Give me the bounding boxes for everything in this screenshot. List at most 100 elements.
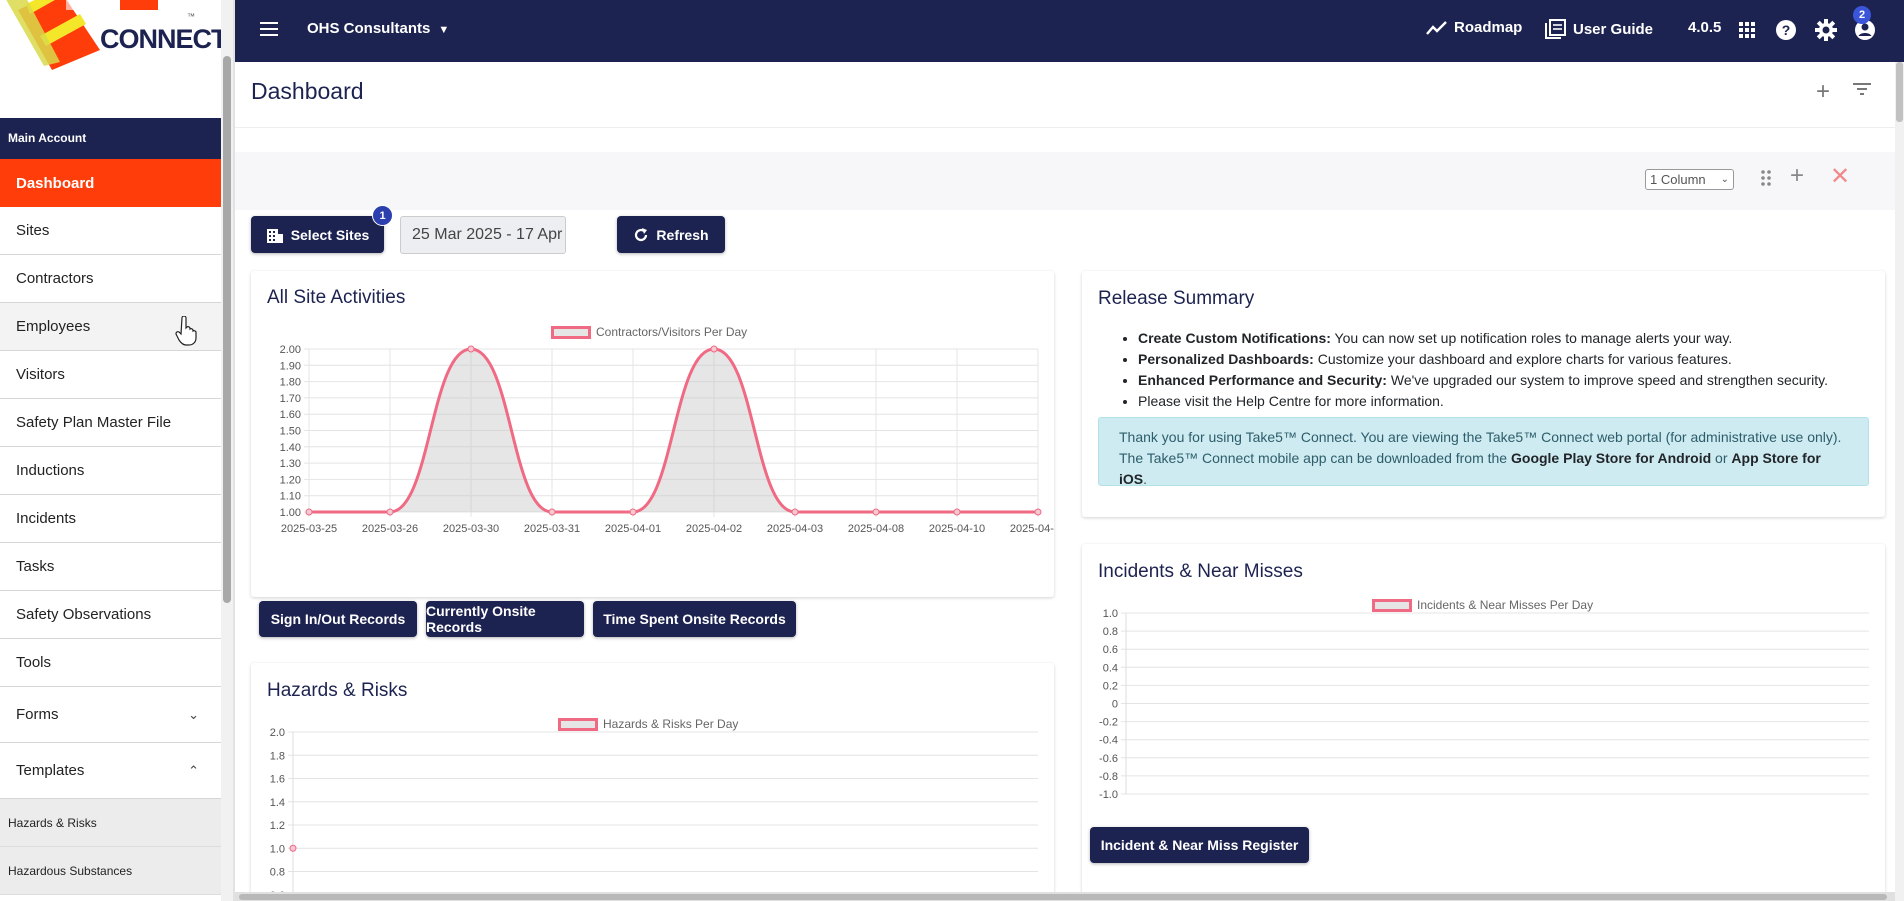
company-selector[interactable]: OHS Consultants ▼ — [307, 20, 449, 37]
drag-handle-icon[interactable] — [1760, 166, 1772, 194]
release-summary-card: Release Summary Create Custom Notificati… — [1082, 271, 1885, 517]
y-tick-label: -1.0 — [1099, 789, 1118, 801]
sidebar-divider — [233, 0, 235, 901]
company-name: OHS Consultants — [307, 20, 431, 37]
time-spent-onsite-records-button[interactable]: Time Spent Onsite Records — [593, 601, 796, 637]
y-tick-label: 1.2 — [270, 820, 285, 832]
currently-onsite-records-button[interactable]: Currently Onsite Records — [426, 601, 584, 637]
sidebar-item-forms[interactable]: Forms ⌄ — [0, 687, 221, 743]
book-icon — [1545, 19, 1566, 39]
y-tick-label: -0.8 — [1099, 771, 1118, 783]
info-text: The Take5™ Connect mobile app can be dow… — [1119, 450, 1511, 466]
refresh-icon — [635, 227, 648, 241]
add-widget-icon[interactable]: + — [1815, 78, 1830, 105]
column-select-value: 1 Column — [1650, 172, 1706, 187]
title-divider — [235, 127, 1895, 128]
sidebar-item-employees[interactable]: Employees — [0, 303, 221, 351]
close-icon[interactable]: ✕ — [1830, 163, 1851, 190]
release-note-text: We've upgraded our system to improve spe… — [1386, 372, 1829, 388]
take5-connect-logo[interactable]: CONNECT ™ — [0, 0, 221, 118]
menu-icon[interactable] — [260, 22, 278, 36]
date-range-input[interactable]: 25 Mar 2025 - 17 Apr 2025 — [400, 216, 566, 254]
sidebar-item-sites[interactable]: Sites — [0, 207, 221, 255]
y-tick-label: -0.6 — [1099, 753, 1118, 765]
chart-legend[interactable]: Incidents & Near Misses Per Day — [1372, 598, 1593, 612]
main-scrollbar-thumb[interactable] — [1896, 62, 1903, 122]
data-point — [305, 508, 313, 516]
x-tick-label: 2025-04-03 — [767, 523, 823, 535]
y-tick-label: 1.20 — [280, 474, 301, 486]
site-activities-card: All Site Activities Contractors/Visitors… — [251, 271, 1054, 637]
data-point — [872, 508, 880, 516]
hazards-risks-card: Hazards & Risks Hazards & Risks Per Day … — [251, 663, 1054, 901]
sidebar-item-incidents[interactable]: Incidents — [0, 495, 221, 543]
legend-swatch — [551, 325, 591, 339]
x-tick-label: 2025-03-30 — [443, 523, 499, 535]
release-note-title: Create Custom Notifications: — [1138, 330, 1331, 346]
legend-label: Hazards & Risks Per Day — [603, 717, 739, 731]
sidebar-item-tools[interactable]: Tools — [0, 639, 221, 687]
app-store-link[interactable]: App Store for iOS — [1119, 450, 1821, 487]
chart-legend[interactable]: Contractors/Visitors Per Day — [551, 325, 747, 339]
sidebar-subitem-hazards-risks[interactable]: Hazards & Risks — [0, 799, 221, 847]
info-alert: Thank you for using Take5™ Connect. You … — [1098, 417, 1869, 487]
sidebar-item-label: Forms — [16, 706, 59, 723]
horizontal-scrollbar-thumb[interactable] — [239, 894, 1887, 900]
y-tick-label: 1.40 — [280, 442, 301, 454]
data-point — [953, 508, 961, 516]
roadmap-link[interactable]: Roadmap — [1426, 19, 1522, 36]
page-title: Dashboard — [251, 78, 364, 104]
sidebar-item-safety-observations[interactable]: Safety Observations — [0, 591, 221, 639]
sidebar-item-visitors[interactable]: Visitors — [0, 351, 221, 399]
incident-register-button[interactable]: Incident & Near Miss Register — [1090, 827, 1309, 863]
data-point — [467, 345, 475, 353]
sidebar-scrollbar[interactable] — [221, 0, 233, 901]
gear-icon[interactable] — [1814, 18, 1838, 42]
info-line-2: The Take5™ Connect mobile app can be dow… — [1119, 448, 1848, 490]
sidebar-subitem-hazardous-substances[interactable]: Hazardous Substances — [0, 847, 221, 895]
google-play-link[interactable]: Google Play Store for Android — [1511, 450, 1712, 466]
user-guide-link[interactable]: User Guide — [1545, 19, 1653, 39]
button-label: Currently Onsite Records — [426, 603, 536, 635]
hazards-chart: 0.40.60.81.01.21.41.61.82.0 — [270, 727, 1038, 901]
svg-text:?: ? — [1782, 22, 1791, 38]
add-row-icon[interactable]: + — [1790, 162, 1805, 189]
account-icon[interactable] — [1853, 18, 1877, 42]
release-note: Enhanced Performance and Security: We've… — [1138, 370, 1828, 391]
x-tick-label: 2025-04-02 — [686, 523, 742, 535]
y-tick-label: -0.4 — [1099, 735, 1118, 747]
sidebar-item-templates[interactable]: Templates ⌃ — [0, 743, 221, 799]
sidebar-item-label: Employees — [16, 318, 91, 335]
release-note-text: Customize your dashboard and explore cha… — [1313, 351, 1732, 367]
column-layout-select[interactable]: 1 Column ⌄ — [1645, 169, 1734, 190]
sidebar-item-label: Sites — [16, 222, 50, 239]
data-point — [629, 508, 637, 516]
sign-in-out-records-button[interactable]: Sign In/Out Records — [259, 601, 417, 637]
sidebar-item-tasks[interactable]: Tasks — [0, 543, 221, 591]
main-content: Dashboard + 1 Column ⌄ + ✕ Select Sites … — [235, 62, 1904, 901]
y-tick-label: 0.8 — [1103, 626, 1118, 638]
chart-legend[interactable]: Hazards & Risks Per Day — [558, 717, 738, 731]
info-text: or — [1711, 450, 1732, 466]
sidebar-item-inductions[interactable]: Inductions — [0, 447, 221, 495]
sidebar-scrollbar-thumb[interactable] — [223, 56, 231, 603]
x-tick-label: 2025-03-26 — [362, 523, 418, 535]
main-scrollbar[interactable] — [1895, 62, 1904, 901]
sidebar-item-contractors[interactable]: Contractors — [0, 255, 221, 303]
sidebar-item-label: Inductions — [16, 462, 85, 479]
caret-down-icon: ▼ — [438, 24, 450, 36]
y-tick-label: 1.00 — [280, 507, 301, 519]
chevron-up-icon: ⌃ — [188, 762, 199, 778]
card-title: Release Summary — [1098, 288, 1255, 309]
sidebar-item-safety-plan-master-file[interactable]: Safety Plan Master File — [0, 399, 221, 447]
apps-grid-icon[interactable] — [1735, 18, 1759, 42]
roadmap-label: Roadmap — [1454, 19, 1523, 36]
sidebar-item-dashboard[interactable]: Dashboard — [0, 159, 221, 207]
select-sites-button[interactable]: Select Sites — [251, 216, 384, 253]
legend-swatch — [1372, 598, 1412, 612]
help-icon[interactable]: ? — [1774, 18, 1798, 42]
filter-icon[interactable] — [1852, 78, 1872, 106]
refresh-button[interactable]: Refresh — [617, 216, 725, 253]
y-tick-label: 0.8 — [270, 867, 285, 879]
y-tick-label: 1.60 — [280, 409, 301, 421]
